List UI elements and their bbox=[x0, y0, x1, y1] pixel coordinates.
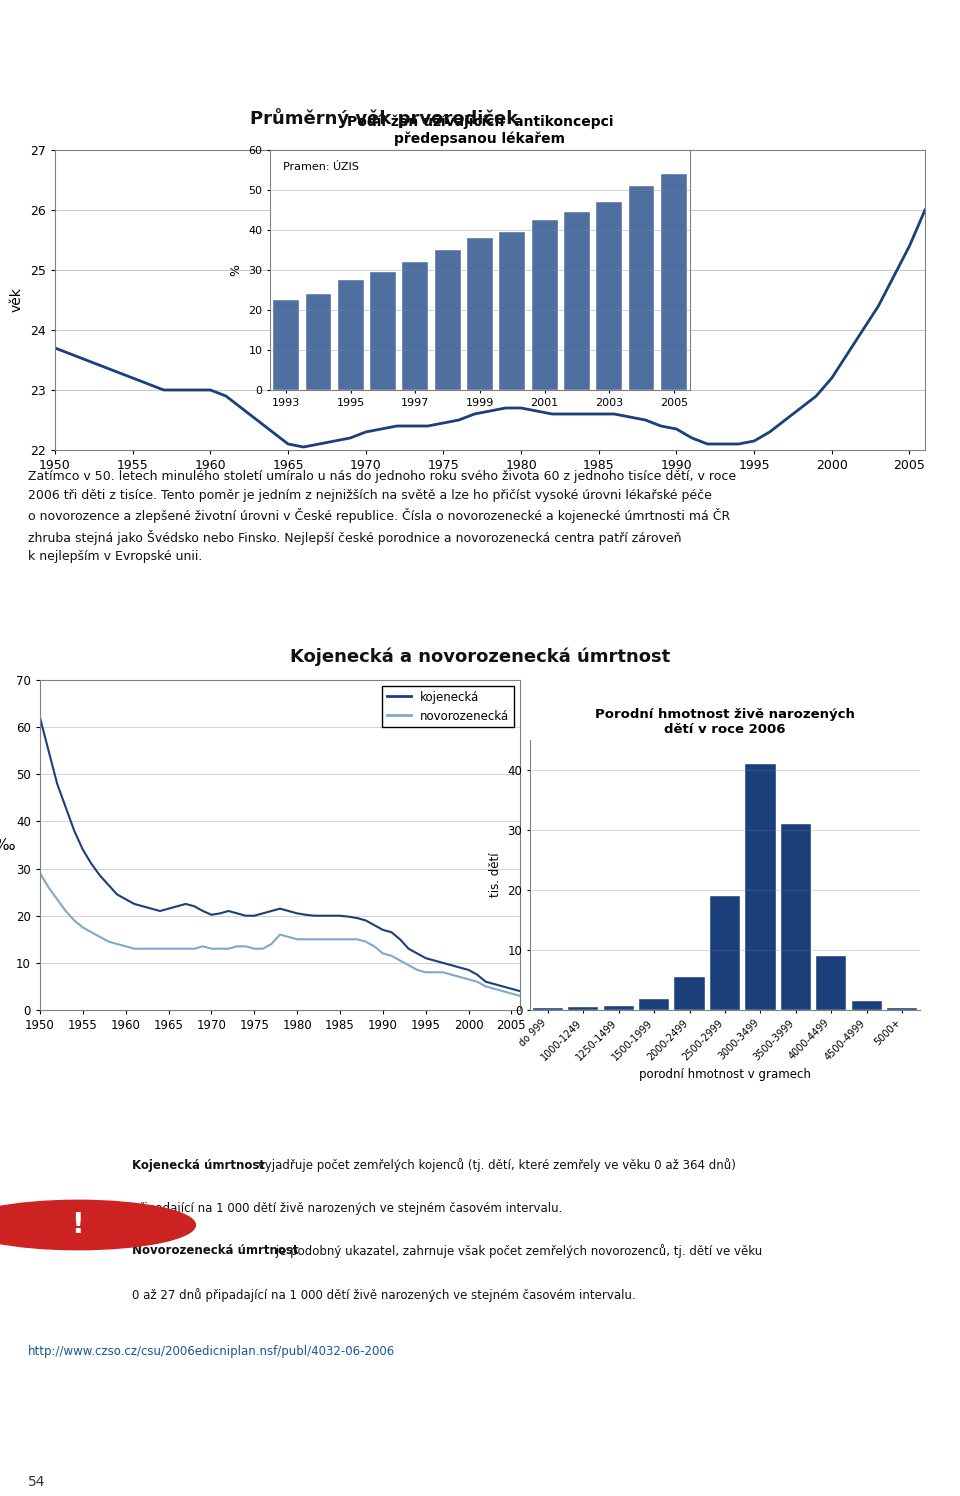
Text: 54: 54 bbox=[28, 1475, 45, 1489]
Y-axis label: ‰⁠⁠: ‰⁠⁠ bbox=[0, 838, 15, 853]
Bar bbox=[338, 280, 364, 390]
Text: vyjadřuje počet zemřelých kojenců (tj. dětí, které zemřely ve věku 0 až 364 dnů): vyjadřuje počet zemřelých kojenců (tj. d… bbox=[254, 1158, 736, 1173]
Circle shape bbox=[0, 1200, 196, 1249]
Bar bbox=[435, 250, 461, 390]
Bar bbox=[710, 896, 740, 1010]
Text: http://www.czso.cz/csu/2006edicniplan.nsf/publ/4032-06-2006: http://www.czso.cz/csu/2006edicniplan.ns… bbox=[28, 1345, 396, 1358]
Text: Pramen: ÚZIS: Pramen: ÚZIS bbox=[282, 162, 358, 172]
Text: Průměrný věk prvorodiček: Průměrný věk prvorodiček bbox=[250, 108, 518, 129]
Text: Kojenecká úmrtnost: Kojenecká úmrtnost bbox=[132, 1158, 265, 1171]
Text: Kojenecká a novorozenecká úmrtnost: Kojenecká a novorozenecká úmrtnost bbox=[290, 648, 670, 667]
Bar bbox=[604, 1005, 634, 1010]
Bar bbox=[305, 295, 331, 390]
Text: !: ! bbox=[71, 1210, 84, 1239]
Bar bbox=[564, 212, 589, 390]
Title: Podíl žen užívajících  antikoncepci
předepsanou lékařem: Podíl žen užívajících antikoncepci přede… bbox=[347, 115, 613, 147]
Bar bbox=[402, 262, 428, 390]
Bar bbox=[816, 956, 847, 1010]
Text: OBYVATELSTVO: OBYVATELSTVO bbox=[12, 13, 217, 37]
Bar bbox=[852, 1001, 882, 1010]
Bar bbox=[660, 174, 686, 390]
Bar bbox=[629, 186, 655, 390]
Text: Zatímco v 50. letech minulého století umíralo u nás do jednoho roku svého života: Zatímco v 50. letech minulého století um… bbox=[28, 470, 736, 562]
Text: připadající na 1 000 dětí živě narozených ve stejném časovém intervalu.: připadající na 1 000 dětí živě narozenýc… bbox=[132, 1203, 563, 1215]
Bar bbox=[371, 272, 396, 390]
Bar bbox=[468, 238, 492, 390]
Y-axis label: věk: věk bbox=[10, 287, 23, 313]
Bar bbox=[274, 301, 300, 390]
Bar bbox=[745, 764, 776, 1010]
Text: je podobný ukazatel, zahrnuje však počet zemřelých novorozenců, tj. dětí ve věku: je podobný ukazatel, zahrnuje však počet… bbox=[273, 1245, 762, 1258]
Bar bbox=[596, 202, 622, 390]
Bar bbox=[499, 232, 525, 390]
Text: Novorozenecká úmrtnost: Novorozenecká úmrtnost bbox=[132, 1245, 299, 1257]
Bar bbox=[887, 1008, 918, 1010]
Text: 0 až 27 dnů připadající na 1 000 dětí živě narozených ve stejném časovém interva: 0 až 27 dnů připadající na 1 000 dětí ži… bbox=[132, 1288, 636, 1302]
Bar bbox=[533, 1008, 563, 1010]
Legend: kojenecká, novorozenecká: kojenecká, novorozenecká bbox=[382, 685, 515, 727]
Title: Porodní hmotnost živě narozených
dětí v roce 2006: Porodní hmotnost živě narozených dětí v … bbox=[595, 708, 855, 736]
Bar bbox=[568, 1007, 598, 1010]
Y-axis label: %: % bbox=[229, 263, 243, 275]
Bar bbox=[675, 977, 705, 1010]
Bar bbox=[532, 220, 558, 390]
Y-axis label: tis. dětí: tis. dětí bbox=[489, 853, 502, 898]
Bar bbox=[780, 824, 811, 1010]
Bar bbox=[639, 999, 669, 1010]
X-axis label: porodní hmotnost v gramech: porodní hmotnost v gramech bbox=[639, 1068, 811, 1080]
